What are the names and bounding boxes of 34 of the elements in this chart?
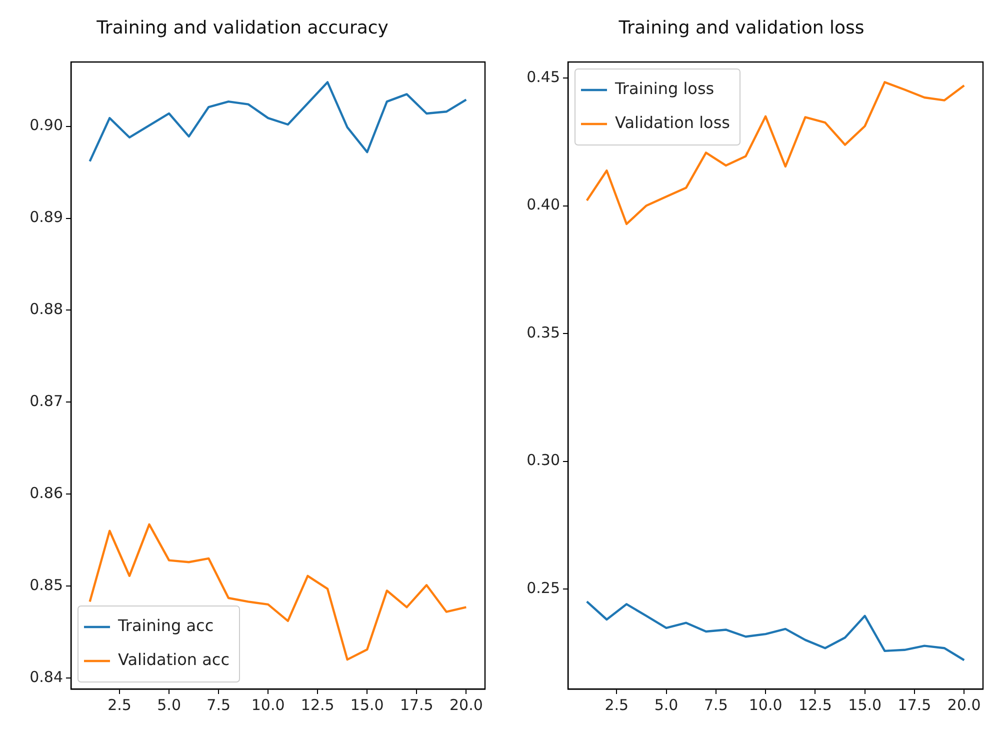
legend-label: Training loss [614, 79, 714, 98]
y-tick-label: 0.84 [30, 668, 63, 686]
y-tick-label: 0.35 [526, 323, 560, 342]
x-tick-label: 5.0 [157, 696, 181, 714]
x-tick-label: 20.0 [449, 696, 483, 714]
x-tick-label: 17.5 [400, 696, 434, 714]
chart-title: Training and validation accuracy [96, 17, 389, 38]
x-tick-label: 15.0 [350, 696, 384, 714]
chart-title: Training and validation loss [618, 17, 864, 38]
legend-label: Training acc [117, 616, 214, 636]
legend-label: Validation acc [118, 650, 230, 670]
y-tick-label: 0.89 [30, 208, 63, 226]
y-tick-label: 0.30 [526, 451, 560, 470]
y-tick-label: 0.87 [30, 392, 63, 410]
y-tick-label: 0.25 [526, 578, 560, 597]
y-tick-label: 0.40 [526, 196, 560, 214]
x-tick-label: 10.0 [748, 696, 782, 714]
x-tick-label: 15.0 [848, 696, 882, 714]
x-tick-label: 20.0 [947, 696, 981, 714]
x-tick-label: 7.5 [206, 696, 231, 714]
x-tick-label: 10.0 [251, 696, 285, 714]
y-tick-label: 0.88 [30, 300, 63, 318]
legend-label: Validation loss [615, 113, 730, 132]
x-tick-label: 17.5 [898, 696, 932, 714]
x-tick-label: 12.5 [798, 696, 832, 714]
x-tick-label: 12.5 [300, 696, 334, 714]
x-tick-label: 2.5 [108, 696, 132, 714]
y-tick-label: 0.90 [30, 116, 63, 134]
y-tick-label: 0.85 [30, 576, 63, 594]
x-tick-label: 5.0 [654, 696, 678, 714]
x-tick-label: 7.5 [704, 696, 728, 714]
y-tick-label: 0.86 [30, 484, 63, 502]
y-tick-label: 0.45 [526, 68, 560, 86]
x-tick-label: 2.5 [604, 696, 629, 714]
